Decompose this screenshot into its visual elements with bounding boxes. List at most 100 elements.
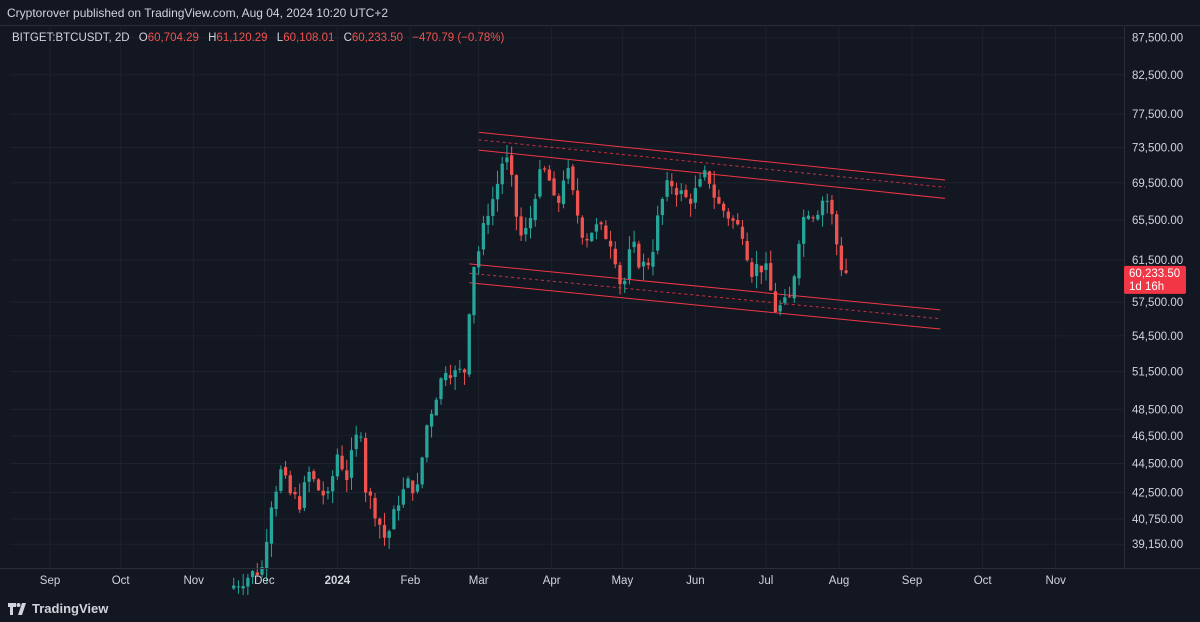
candle-up: [415, 484, 420, 492]
price-tick-label: 65,500.00: [1132, 215, 1183, 227]
candle-up: [528, 218, 533, 229]
time-axis[interactable]: Sep Oct Nov Dec 2024 Feb Mar Apr May Jun Jul Aug Sep…: [40, 575, 1066, 587]
candles[interactable]: [232, 145, 848, 598]
candle-up: [279, 469, 283, 491]
candle-down: [646, 262, 650, 266]
candle-up: [806, 215, 811, 219]
candle-up: [533, 198, 537, 221]
candle-up: [477, 251, 481, 268]
candle-down: [321, 490, 325, 496]
candle-down: [462, 369, 467, 373]
time-tick-label: 2024: [325, 575, 351, 587]
lower-channel-line: [469, 263, 941, 311]
candle-up: [420, 457, 424, 485]
candle-up: [335, 454, 340, 477]
candle-down: [448, 375, 453, 379]
candle-up: [439, 378, 443, 400]
price-tick-label: 46,500.00: [1132, 431, 1183, 443]
candle-down: [787, 296, 792, 298]
candle-down: [844, 270, 848, 273]
candle-up: [627, 249, 632, 280]
time-tick-label: Feb: [400, 575, 420, 587]
candle-down: [712, 184, 716, 198]
candle-up: [236, 586, 241, 588]
candle-up: [406, 478, 410, 488]
candle-up: [491, 199, 495, 216]
upper-channel-line: [478, 149, 946, 199]
candle-up: [481, 223, 486, 250]
candle-up: [387, 531, 391, 538]
candle-up: [792, 276, 796, 299]
time-tick-label: Nov: [1045, 575, 1066, 587]
time-tick-label: Aug: [829, 575, 849, 587]
candle-down: [298, 496, 302, 510]
candle-down: [613, 248, 617, 265]
legend-open-label: O: [139, 32, 148, 44]
time-tick-label: Jul: [759, 575, 774, 587]
candle-down: [340, 455, 344, 470]
candle-down: [345, 470, 349, 481]
candle-up: [232, 585, 236, 589]
price-chart[interactable]: 87,500.00 82,500.00 77,500.00 73,500.00 69,5…: [0, 27, 1200, 598]
last-price-label: 60,233.50 1d 16h: [1124, 265, 1186, 294]
tradingview-brand[interactable]: TradingView: [8, 601, 108, 616]
candle-up: [825, 200, 829, 202]
candle-down: [670, 180, 674, 187]
price-tick-label: 44,500.00: [1132, 459, 1183, 471]
candle-up: [632, 241, 636, 248]
candle-down: [707, 171, 712, 184]
candle-up: [250, 571, 255, 578]
candle-down: [830, 200, 834, 215]
candle-up: [500, 163, 504, 185]
tradingview-logo-icon: [8, 602, 26, 615]
candle-down: [736, 219, 740, 225]
legend-close-label: C: [344, 32, 352, 44]
legend-high-label: H: [208, 32, 216, 44]
candle-down: [378, 518, 382, 525]
chart-area[interactable]: 87,500.00 82,500.00 77,500.00 73,500.00 69,5…: [0, 27, 1200, 598]
candle-down: [745, 241, 749, 261]
channel-lines[interactable]: [469, 131, 946, 330]
candle-down: [255, 572, 259, 575]
legend-high-value: 61,120.29: [216, 32, 267, 44]
candle-up: [453, 370, 457, 377]
candle-down: [599, 222, 603, 225]
candle-up: [444, 372, 448, 381]
candle-up: [764, 263, 768, 270]
candle-up: [693, 188, 698, 203]
price-tick-label: 51,500.00: [1132, 367, 1183, 379]
candle-up: [274, 491, 278, 509]
time-tick-label: Sep: [40, 575, 60, 587]
candle-up: [802, 216, 806, 244]
candle-up: [392, 509, 396, 530]
candle-up: [783, 297, 787, 304]
candle-down: [542, 168, 547, 170]
candle-up: [331, 476, 335, 492]
time-tick-label: Apr: [543, 575, 561, 587]
candle-down: [750, 262, 754, 277]
time-tick-label: Sep: [902, 575, 922, 587]
legend-change: −470.79 (−0.78%): [412, 32, 504, 44]
candle-up: [820, 200, 825, 216]
candle-up: [524, 228, 528, 235]
candle-down: [312, 471, 316, 480]
candle-up: [665, 180, 669, 197]
candle-up: [302, 482, 307, 508]
candle-up: [401, 489, 405, 505]
candle-down: [811, 217, 815, 219]
candle-up: [651, 251, 655, 267]
candle-down: [368, 491, 372, 496]
price-axis[interactable]: 87,500.00 82,500.00 77,500.00 73,500.00 69,5…: [1132, 33, 1183, 552]
candle-up: [778, 305, 782, 312]
candle-down: [557, 195, 561, 203]
candle-up: [396, 505, 401, 511]
price-tick-label: 48,500.00: [1132, 404, 1183, 416]
candle-down: [580, 217, 584, 238]
candle-up: [641, 261, 646, 267]
upper-channel-line: [478, 131, 946, 181]
last-price-countdown: 1d 16h: [1129, 281, 1164, 293]
candle-down: [552, 178, 556, 196]
candle-down: [759, 265, 763, 273]
candle-down: [293, 491, 297, 495]
candle-down: [316, 479, 321, 491]
